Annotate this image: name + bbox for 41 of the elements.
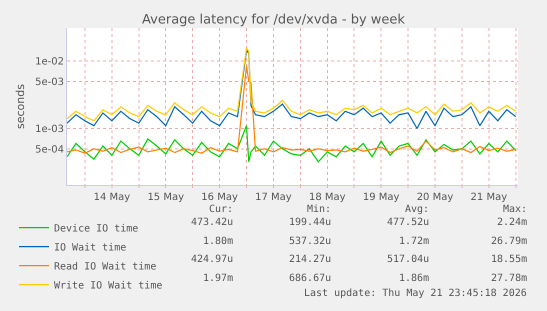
text: 517.04u (387, 254, 430, 265)
x-tick-label: 15 May (147, 192, 184, 203)
line-series (67, 65, 516, 154)
text: 686.67u (289, 273, 332, 284)
y-tick-label: 5e-04 (35, 144, 64, 156)
text: 477.52u (387, 217, 430, 228)
legend-label: IO Wait time (54, 242, 126, 254)
y-tick-label: 5e-03 (35, 76, 64, 88)
text: 473.42u (191, 217, 234, 228)
text: 424.97u (191, 254, 234, 265)
x-tick-label: 19 May (362, 192, 400, 203)
x-tick-label: 14 May (94, 192, 130, 203)
legend-label: Device IO time (54, 224, 138, 235)
text: Max: (503, 204, 528, 215)
y-tick-label: 1e-03 (35, 124, 64, 135)
y-axis-title: seconds (14, 84, 27, 129)
text: 18.55m (491, 254, 528, 265)
text: Avg: (405, 204, 430, 215)
text: 214.27u (289, 254, 332, 265)
y-tick-label: 1e-02 (35, 56, 64, 68)
text: 199.44u (289, 217, 332, 228)
legend-label: Read IO Wait time (54, 262, 156, 273)
text: 26.79m (491, 236, 528, 247)
text: 2.24m (497, 217, 528, 228)
text: 1.72m (399, 236, 430, 247)
text: 1.86m (399, 273, 430, 284)
x-tick-label: 16 May (201, 192, 238, 203)
text: Min: (307, 204, 332, 215)
x-tick-label: 20 May (416, 192, 454, 203)
text: 1.80m (203, 236, 234, 247)
text: 537.32u (289, 236, 332, 247)
chart-title: Average latency for /dev/xvda - by week (142, 12, 406, 28)
x-tick-label: 18 May (308, 192, 346, 203)
text: 1.97m (203, 273, 234, 284)
legend-label: Write IO Wait time (54, 280, 162, 292)
text: Cur: (209, 204, 234, 215)
text: 27.78m (491, 273, 528, 284)
x-tick-label: 17 May (255, 192, 292, 203)
line-series (67, 125, 516, 162)
text: Last update: Thu May 21 23:45:18 2026 (304, 288, 527, 299)
x-tick-label: 21 May (470, 192, 508, 203)
